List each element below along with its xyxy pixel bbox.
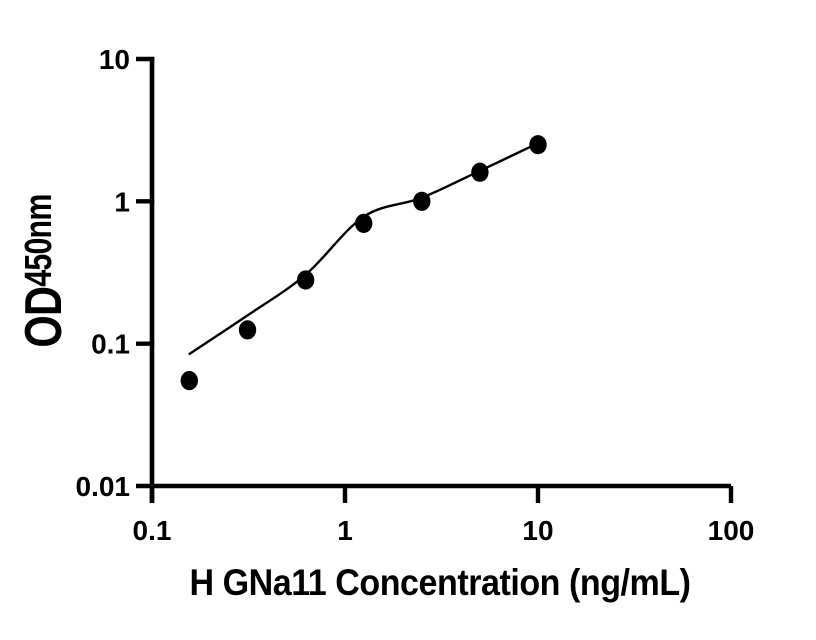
x-tick-label-1: 1 <box>337 515 353 546</box>
data-point-5 <box>413 191 431 211</box>
data-point-3 <box>296 270 315 290</box>
data-point-6 <box>471 162 489 182</box>
y-tick-label-1: 1 <box>114 186 130 217</box>
y-tick-label-10: 10 <box>99 44 130 75</box>
x-tick-label-0.1: 0.1 <box>133 515 172 546</box>
x-tick-label-100: 100 <box>708 515 755 546</box>
y-axis-title-main: OD <box>15 286 73 348</box>
y-tick-label-0.1: 0.1 <box>91 329 130 360</box>
data-point-2 <box>238 320 257 340</box>
y-tick-label-0.01: 0.01 <box>76 471 131 502</box>
x-axis-title: H GNa11 Concentration (ng/mL) <box>189 562 691 603</box>
data-point-4 <box>355 213 373 233</box>
y-axis-title: OD450nm <box>15 183 73 359</box>
x-tick-label-10: 10 <box>522 515 553 546</box>
data-point-1 <box>180 371 198 391</box>
y-axis-title-subscript: 450nm <box>18 194 60 287</box>
data-point-7 <box>529 135 547 155</box>
